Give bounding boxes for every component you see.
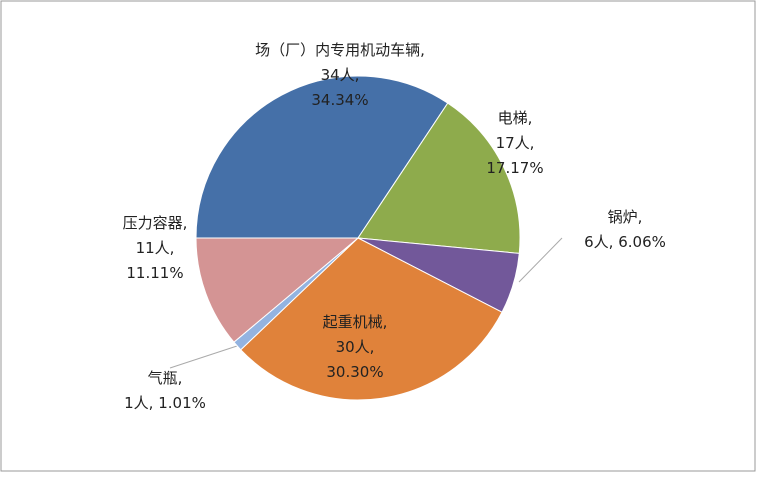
label-separator: , [183,214,188,232]
label-part: 起重机械 [323,313,383,331]
data-label: 场（厂）内专用机动车辆, 34人, 34.34% [255,41,425,109]
label-part: 34.34% [311,91,368,109]
leader-line [169,344,241,369]
label-part: 压力容器 [123,214,183,232]
label-part: 17.17% [486,159,543,177]
data-label: 锅炉, 6人, 6.06% [584,208,666,251]
label-part: 17人 [496,134,530,152]
label-part: 1人 [124,394,149,412]
label-separator: , [355,66,360,84]
label-part: 1.01% [158,394,206,412]
label-part: 30人 [336,338,370,356]
label-part: 6.06% [618,233,666,251]
label-separator: , [178,369,183,387]
label-part: 锅炉 [608,208,638,226]
data-label: 压力容器, 11人, 11.11% [123,214,188,282]
label-part: 11.11% [126,264,183,282]
pie-slice [195,237,360,343]
label-separator: , [420,41,425,59]
label-separator: , [370,338,375,356]
label-part: 6人 [584,233,609,251]
label-part: 气瓶 [148,369,178,387]
data-label: 电梯, 17人, 17.17% [486,109,543,177]
label-separator: , [638,208,643,226]
label-separator: , [170,239,175,257]
label-separator: , [530,134,535,152]
pie-slice [240,237,503,401]
leader-line [518,237,563,283]
label-part: 场（厂）内专用机动车辆 [255,41,420,59]
label-part: 34人 [321,66,355,84]
data-label: 气瓶, 1人, 1.01% [124,369,206,412]
label-part: 30.30% [326,363,383,381]
label-separator: , [609,233,619,251]
pie-slice [357,102,521,254]
label-part: 11人 [136,239,170,257]
label-separator: , [383,313,388,331]
label-separator: , [149,394,159,412]
data-label: 起重机械, 30人, 30.30% [323,313,388,381]
label-separator: , [528,109,533,127]
label-part: 电梯 [498,109,528,127]
